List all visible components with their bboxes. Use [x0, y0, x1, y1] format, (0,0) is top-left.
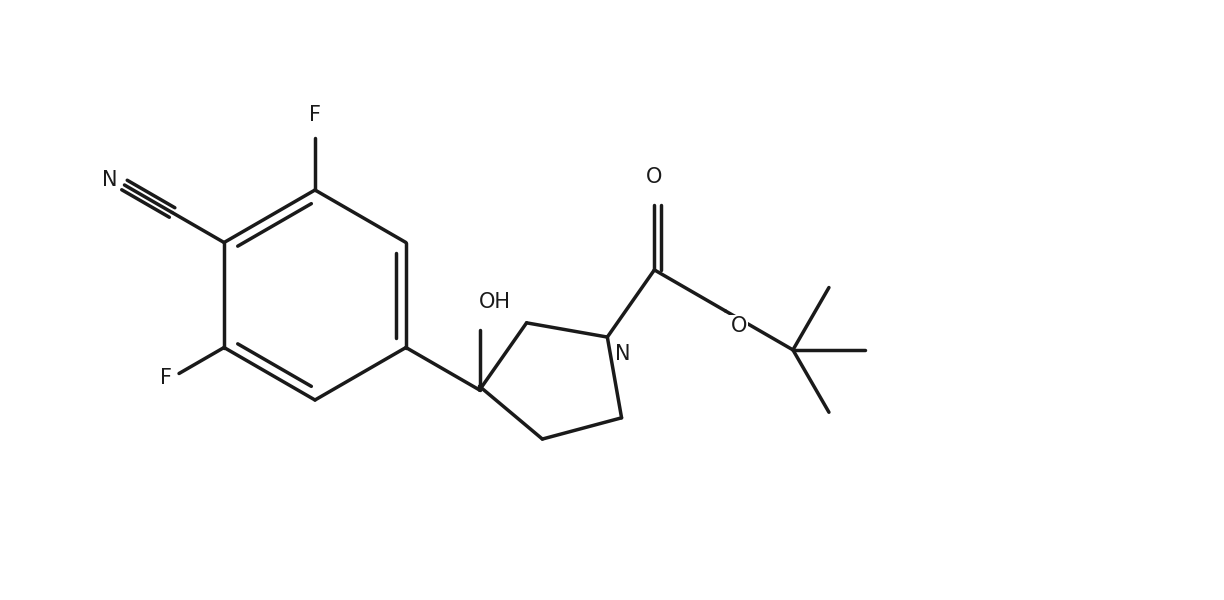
- Text: N: N: [102, 170, 118, 190]
- Text: O: O: [731, 316, 747, 336]
- Text: OH: OH: [479, 292, 510, 312]
- Text: F: F: [308, 105, 321, 125]
- Text: F: F: [160, 367, 173, 388]
- Text: N: N: [616, 344, 630, 364]
- Text: O: O: [646, 167, 662, 187]
